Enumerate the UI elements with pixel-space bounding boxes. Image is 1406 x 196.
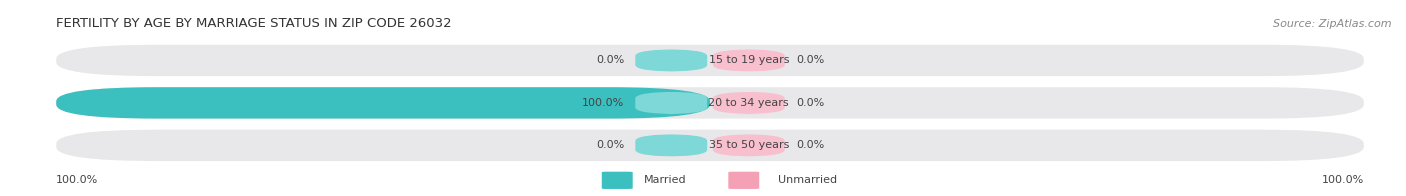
Text: 15 to 19 years: 15 to 19 years bbox=[709, 55, 789, 65]
FancyBboxPatch shape bbox=[56, 87, 1364, 119]
Text: 0.0%: 0.0% bbox=[596, 140, 624, 150]
FancyBboxPatch shape bbox=[56, 87, 710, 119]
Text: Source: ZipAtlas.com: Source: ZipAtlas.com bbox=[1274, 18, 1392, 29]
Text: 100.0%: 100.0% bbox=[582, 98, 624, 108]
FancyBboxPatch shape bbox=[602, 172, 633, 189]
Text: 100.0%: 100.0% bbox=[1322, 175, 1364, 185]
FancyBboxPatch shape bbox=[56, 130, 1364, 161]
Text: 100.0%: 100.0% bbox=[56, 175, 98, 185]
FancyBboxPatch shape bbox=[56, 45, 1364, 76]
Text: 0.0%: 0.0% bbox=[796, 98, 824, 108]
FancyBboxPatch shape bbox=[713, 92, 785, 114]
FancyBboxPatch shape bbox=[728, 172, 759, 189]
Text: Married: Married bbox=[644, 175, 686, 185]
Text: 0.0%: 0.0% bbox=[796, 140, 824, 150]
FancyBboxPatch shape bbox=[636, 92, 707, 114]
Text: 35 to 50 years: 35 to 50 years bbox=[709, 140, 789, 150]
Text: 0.0%: 0.0% bbox=[796, 55, 824, 65]
FancyBboxPatch shape bbox=[713, 49, 785, 72]
FancyBboxPatch shape bbox=[636, 134, 707, 157]
Text: Unmarried: Unmarried bbox=[778, 175, 837, 185]
Text: FERTILITY BY AGE BY MARRIAGE STATUS IN ZIP CODE 26032: FERTILITY BY AGE BY MARRIAGE STATUS IN Z… bbox=[56, 17, 451, 30]
Text: 20 to 34 years: 20 to 34 years bbox=[709, 98, 789, 108]
FancyBboxPatch shape bbox=[713, 134, 785, 157]
FancyBboxPatch shape bbox=[636, 49, 707, 72]
Text: 0.0%: 0.0% bbox=[596, 55, 624, 65]
